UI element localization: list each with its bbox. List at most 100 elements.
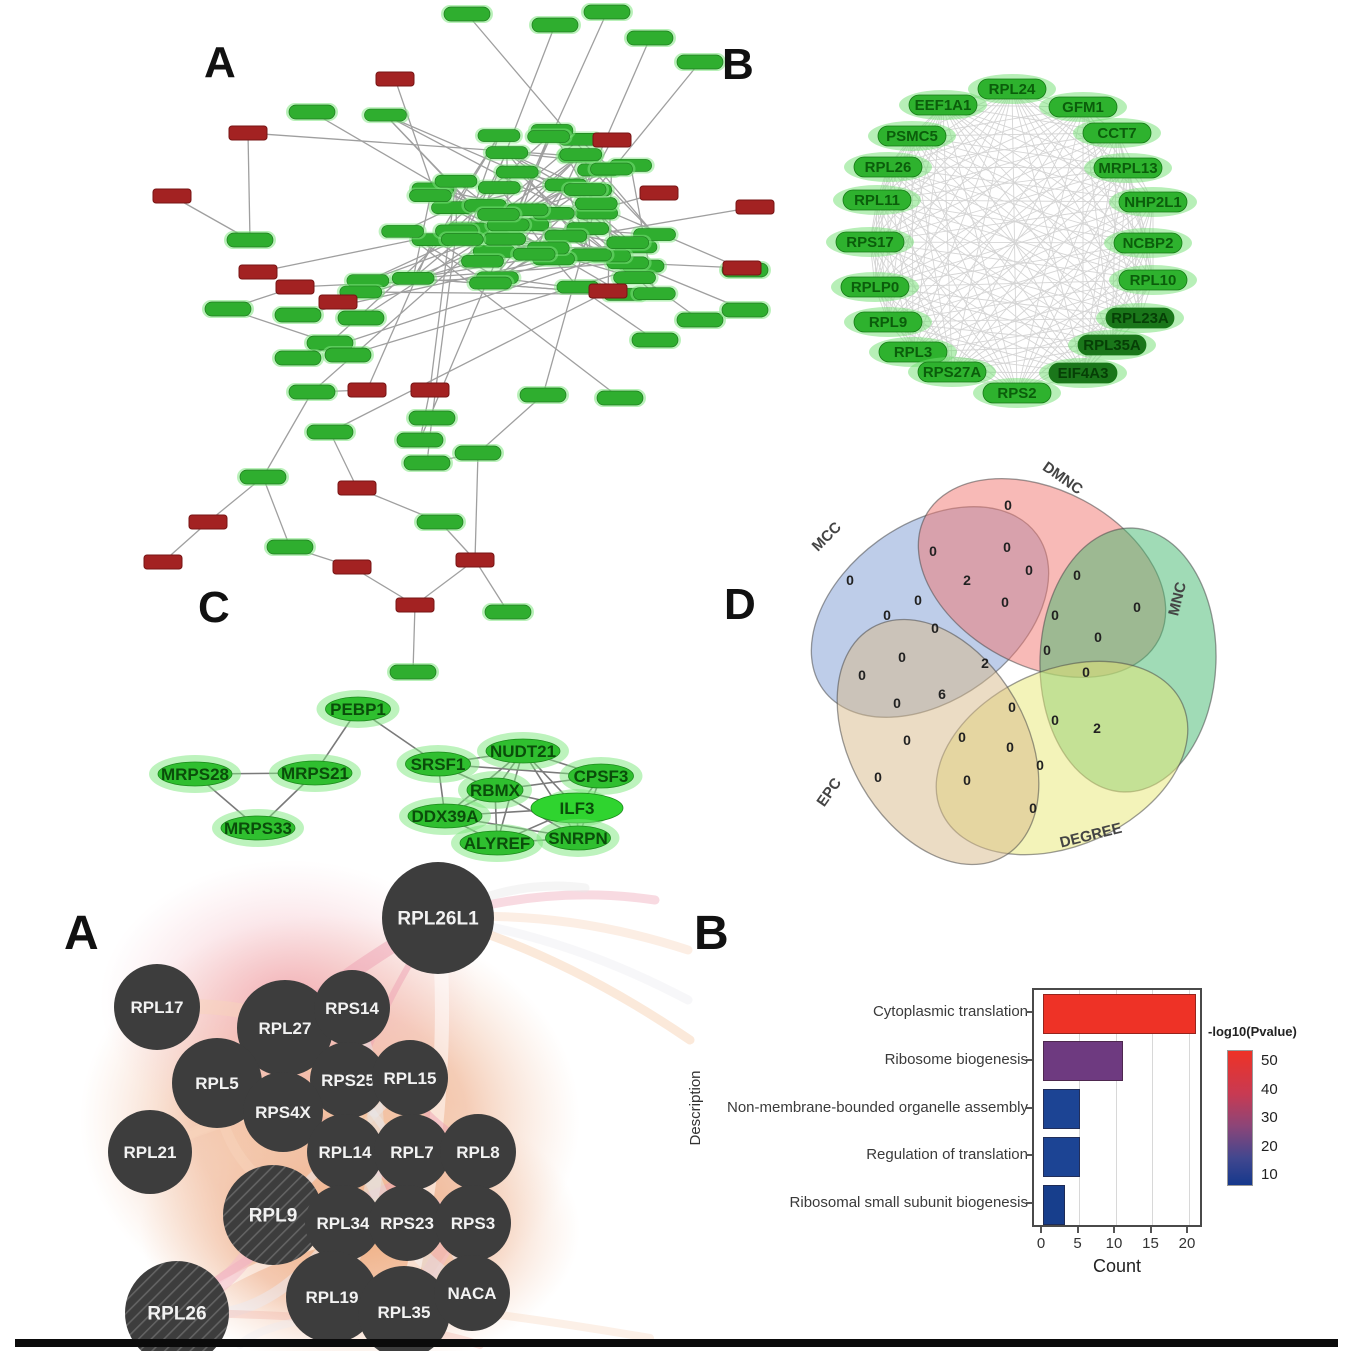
- hub-chord: [874, 279, 1154, 288]
- module-node: [545, 825, 611, 851]
- hub-gene-node: [977, 78, 1047, 100]
- panel-hub-chord-network: RPL26L1 RPL17 RPL27 RPS14 RPL5 RPS25 RPL15 RPS4…: [80, 860, 695, 1351]
- network-edge: [402, 230, 621, 399]
- gene-node-green: [676, 54, 724, 70]
- gene-node-red: [318, 294, 358, 310]
- hub-gene-label: RPLP0: [851, 279, 899, 296]
- hub-gene-node: [877, 125, 947, 147]
- network-edge: [533, 156, 581, 255]
- gene-node-green: [559, 148, 603, 161]
- hub-circle-label: RPL27: [259, 1019, 312, 1038]
- venn-count: 2: [1093, 720, 1101, 736]
- gene-node-green: [563, 183, 607, 196]
- gene-node-green: [266, 539, 314, 555]
- bar: [1043, 1041, 1124, 1082]
- venn-count: 0: [1004, 497, 1012, 513]
- hub-circle-label: RPL7: [390, 1143, 433, 1162]
- hub-gene-label: MRPL13: [1098, 160, 1157, 177]
- hub-chord: [869, 132, 1118, 243]
- hub-gene-node: [1093, 157, 1163, 179]
- hub-chord: [1082, 106, 1113, 346]
- x-axis-tick: [1149, 1227, 1152, 1233]
- hub-chord: [876, 132, 1118, 201]
- gene-node-green: [288, 104, 336, 120]
- venn-count: 0: [874, 769, 882, 785]
- hub-chord: [911, 135, 1149, 244]
- venn-count: 0: [1029, 800, 1037, 816]
- gene-node-red: [347, 382, 387, 398]
- hub-circle: [358, 1266, 450, 1351]
- venn-count: 0: [846, 572, 854, 588]
- hub-gene-label: RPL3: [894, 344, 932, 361]
- hub-circle: [434, 1255, 510, 1331]
- hub-chord: [887, 279, 1154, 323]
- gene-node-green: [606, 236, 650, 250]
- hub-circle-label: RPL9: [249, 1206, 298, 1227]
- venn-count: 0: [898, 649, 906, 665]
- module-node: [220, 815, 296, 841]
- hub-circle: [172, 1038, 262, 1128]
- hub-circle-label: RPL26L1: [397, 909, 479, 930]
- category-label: Non-membrane-bounded organelle assembly: [726, 1098, 1028, 1116]
- hub-chord: [874, 286, 1084, 374]
- hub-gene-label: NHP2L1: [1124, 194, 1182, 211]
- gene-node-green: [443, 6, 491, 22]
- hub-gene-label: RPL24: [989, 81, 1036, 98]
- hub-chord: [887, 166, 1149, 244]
- x-tick-label: 0: [1036, 1235, 1046, 1252]
- hub-chord: [876, 167, 1129, 201]
- gene-node-green: [416, 514, 464, 530]
- panel-label-b-bottom: B: [694, 907, 729, 960]
- hub-circle: [286, 1251, 378, 1343]
- hub-gene-node: [853, 311, 923, 333]
- module-node-label: MRPS28: [161, 765, 229, 784]
- gene-node-green: [485, 146, 529, 159]
- hub-chord: [869, 241, 1154, 281]
- hub-gene-label: RPL35A: [1083, 337, 1141, 354]
- gene-node-green: [364, 108, 407, 122]
- hub-gene-node: [1105, 307, 1175, 329]
- gene-node-red: [238, 264, 278, 280]
- hub-chord: [874, 167, 1129, 288]
- venn-count: 0: [1073, 567, 1081, 583]
- hub-chord: [912, 88, 1013, 353]
- gene-node-green: [626, 30, 674, 46]
- hub-chord: [874, 201, 1154, 288]
- hub-chord: [1011, 88, 1084, 374]
- venn-count: 0: [1001, 594, 1009, 610]
- hub-gene-label: RPS17: [846, 234, 894, 251]
- hub-gene-node: [878, 341, 948, 363]
- module-node: [157, 761, 233, 787]
- grid-line: [1115, 990, 1117, 1225]
- module-node: [466, 777, 524, 803]
- network-edge: [474, 452, 479, 561]
- hub-gene-node: [853, 156, 923, 178]
- hub-chord: [912, 279, 1154, 353]
- venn-count: 0: [1043, 642, 1051, 658]
- hub-chord: [887, 167, 1129, 323]
- hub-gene-label: RPL26: [865, 159, 912, 176]
- grid-line: [1188, 990, 1190, 1225]
- gene-node-green: [454, 445, 502, 461]
- bottom-rule: [15, 1339, 1338, 1347]
- hub-gene-node: [1082, 122, 1152, 144]
- hub-gene-label: GFM1: [1062, 99, 1104, 116]
- gene-node-red: [152, 188, 192, 204]
- hub-chord: [911, 135, 1154, 281]
- network-edge: [477, 394, 544, 454]
- gene-node-green: [408, 410, 456, 426]
- panel-ppi-network: [143, 3, 775, 681]
- hub-chord: [876, 199, 1113, 346]
- category-label: Ribosome biogenesis: [884, 1050, 1028, 1068]
- gene-node-red: [332, 559, 372, 575]
- x-axis-title: Count: [1092, 1256, 1142, 1276]
- module-node: [485, 738, 561, 764]
- gene-node-green: [484, 604, 532, 620]
- hub-gene-node: [840, 276, 910, 298]
- hub-circle-label: RPS3: [451, 1214, 495, 1233]
- module-node-label: SNRPN: [548, 829, 608, 848]
- gene-node-red: [228, 125, 268, 141]
- hub-circle-label: RPS4X: [255, 1103, 311, 1122]
- x-tick-label: 10: [1105, 1235, 1123, 1252]
- hub-gene-node: [1048, 96, 1118, 118]
